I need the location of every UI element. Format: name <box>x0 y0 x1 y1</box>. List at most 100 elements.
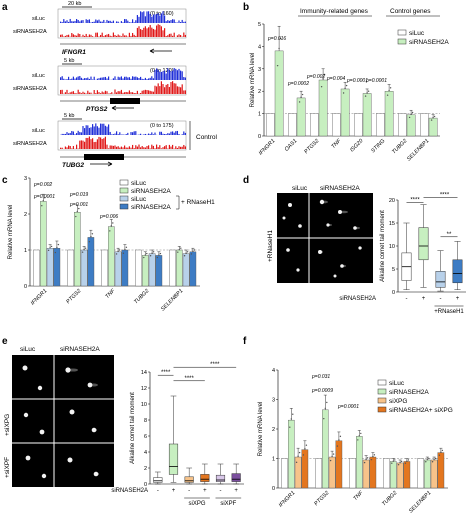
signal-bar <box>135 36 136 37</box>
bar <box>156 255 162 286</box>
signal-bar <box>111 22 112 23</box>
legend-label: siRNASEH2A+ siXPG <box>389 407 453 414</box>
bar <box>297 98 305 136</box>
sig-stars: **** <box>210 362 220 368</box>
signal-bar <box>135 93 136 94</box>
legend-bracket-label: + RNaseH1 <box>181 199 215 206</box>
signal-bar <box>129 90 130 94</box>
replicate-dot <box>117 251 118 252</box>
bar <box>429 118 437 136</box>
y-axis-label: Alkaline comet tail moment <box>130 392 136 464</box>
signal-bar <box>122 33 123 37</box>
signal-bar <box>79 34 80 37</box>
signal-bar <box>86 125 87 135</box>
replicate-dot <box>326 402 327 403</box>
signal-bar <box>161 26 162 37</box>
signal-bar <box>71 92 72 94</box>
signal-bar <box>143 11 144 23</box>
bar <box>67 250 73 286</box>
signal-bar <box>66 35 67 37</box>
signal-bar <box>138 17 139 23</box>
replicate-dot <box>296 462 297 463</box>
signal-bar <box>137 91 138 94</box>
replicate-dot <box>116 253 117 254</box>
signal-bar <box>70 146 71 149</box>
bar <box>417 459 423 489</box>
p-value: p=0.004 <box>326 76 345 82</box>
replicate-dot <box>325 408 326 409</box>
signal-bar <box>66 79 67 80</box>
signal-bar <box>183 22 184 23</box>
signal-bar <box>74 134 75 135</box>
x-tick-label: TNF <box>105 288 117 300</box>
signal-bar <box>65 147 66 149</box>
signal-bar <box>76 133 77 135</box>
signal-bar <box>68 35 69 37</box>
legend-swatch <box>398 39 406 44</box>
replicate-dot <box>428 458 429 459</box>
replicate-dot <box>357 439 358 440</box>
signal-bar <box>94 90 95 94</box>
signal-bar <box>66 20 67 23</box>
signal-bar <box>180 87 181 94</box>
signal-bar <box>97 126 98 135</box>
signal-bar <box>164 87 165 94</box>
replicate-dot <box>394 459 395 460</box>
signal-bar <box>108 124 109 135</box>
replicate-dot <box>323 418 324 419</box>
panel-f-legend: siLuc siRNASEH2A siXPG siRNASEH2A+ siXPG <box>378 380 453 414</box>
replicate-dot <box>331 456 332 457</box>
replicate-dot <box>291 418 292 419</box>
signal-bar <box>122 78 123 80</box>
signal-bar <box>170 34 171 37</box>
comet-head <box>318 250 322 254</box>
signal-bar <box>98 92 99 94</box>
replicate-dot <box>185 253 186 254</box>
panel-b-legend: siLuc siRNASEH2A <box>398 30 449 46</box>
y-axis-label: Alkaline comet tail moment <box>380 210 386 282</box>
comet-head <box>65 367 70 372</box>
bar <box>40 201 46 286</box>
signal-bar <box>95 19 96 23</box>
signal-bar <box>87 36 88 37</box>
y-tick-label: 1 <box>272 457 275 463</box>
signal-bar <box>143 147 144 149</box>
signal-bar <box>103 138 104 149</box>
signal-bar <box>98 137 99 149</box>
signal-bar <box>138 26 139 37</box>
replicate-dot <box>191 253 192 254</box>
replicate-dot <box>89 241 90 242</box>
bar <box>356 436 362 488</box>
replicate-dot <box>406 460 407 461</box>
signal-bar <box>65 134 66 135</box>
signal-bar <box>161 148 162 149</box>
signal-bar <box>169 70 170 80</box>
signal-bar <box>151 17 152 23</box>
signal-bar <box>116 21 117 23</box>
signal-bar <box>178 20 179 23</box>
box <box>185 477 194 483</box>
comet-head <box>358 246 361 249</box>
signal-bar <box>178 69 179 80</box>
x-row-label: siRNASEH2A <box>111 488 148 494</box>
replicate-dot <box>390 87 391 88</box>
signal-bar <box>170 71 171 80</box>
signal-bar <box>185 35 186 37</box>
strand-arrow <box>150 49 172 53</box>
comet-head <box>283 217 286 220</box>
x-sign: + <box>234 488 238 494</box>
bar <box>349 459 355 489</box>
replicate-dot <box>321 86 322 87</box>
signal-bar <box>166 36 167 37</box>
replicate-dot <box>365 95 366 96</box>
signal-bar <box>98 128 99 135</box>
bar <box>135 250 141 286</box>
comet-head <box>23 366 28 371</box>
micro-col-label: siRNASEH2A <box>320 185 360 192</box>
signal-bar <box>145 90 146 94</box>
legend-swatch <box>378 398 386 403</box>
signal-bar <box>156 68 157 80</box>
bar <box>54 248 60 286</box>
signal-bar <box>68 133 69 135</box>
signal-bar <box>108 21 109 23</box>
